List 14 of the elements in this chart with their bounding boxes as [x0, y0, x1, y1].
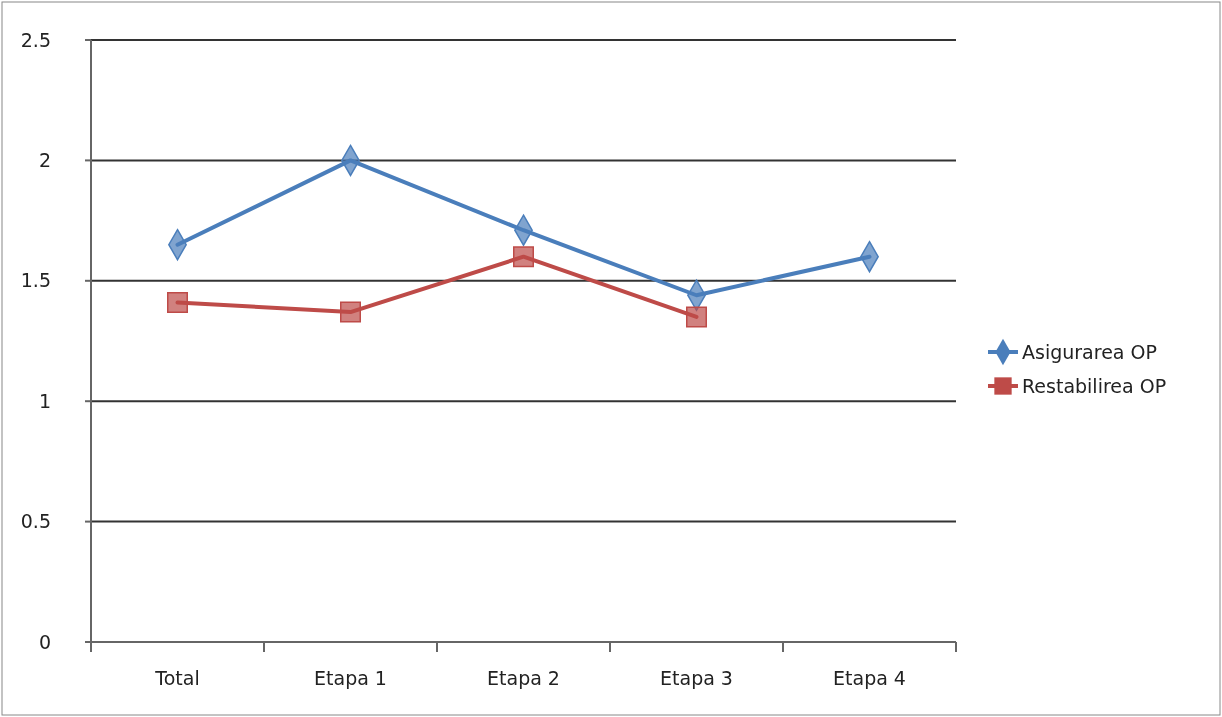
- y-tick-label: 2.5: [20, 28, 51, 51]
- y-tick-label: 0.5: [20, 510, 51, 533]
- point: [167, 291, 188, 313]
- y-tick-label: 0: [38, 630, 51, 653]
- x-tick-label: Etapa 1: [314, 667, 387, 689]
- legend-label: Asigurarea OP: [1022, 340, 1157, 363]
- y-tick-label: 1.5: [20, 269, 51, 292]
- x-tick-label: Etapa 4: [833, 667, 906, 689]
- x-tick-label: Total: [154, 667, 200, 689]
- y-tick-label: 2: [38, 149, 51, 172]
- x-tick-label: Etapa 2: [487, 667, 560, 689]
- legend-label: Restabilirea OP: [1022, 374, 1167, 397]
- y-tick-label: 1: [38, 389, 51, 412]
- x-tick-label: Etapa 3: [660, 667, 733, 689]
